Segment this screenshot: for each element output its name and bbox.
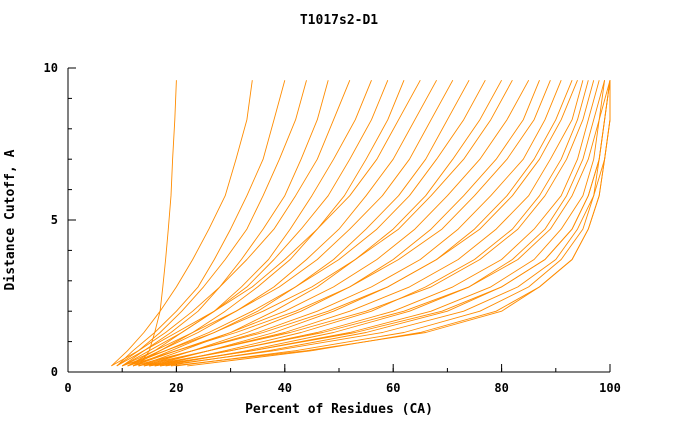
x-tick-label: 60 — [386, 381, 400, 395]
model-curve — [154, 80, 589, 367]
y-tick-label: 0 — [51, 365, 58, 379]
x-tick-label: 40 — [278, 381, 292, 395]
model-curve — [121, 80, 389, 367]
model-curve — [149, 80, 600, 367]
model-curve — [154, 80, 611, 367]
model-curve — [132, 79, 470, 367]
x-tick-label: 100 — [599, 381, 621, 395]
model-curve — [122, 79, 454, 367]
model-curve — [170, 80, 611, 367]
x-tick-label: 20 — [169, 381, 183, 395]
y-axis-label: Distance Cutoff, A — [3, 149, 18, 290]
model-curve — [160, 80, 606, 367]
model-curve — [132, 80, 405, 367]
model-curve — [111, 80, 253, 367]
tick-labels: 0 20 40 60 80 100 0 5 10 — [44, 61, 621, 395]
model-curve — [143, 80, 540, 367]
axes — [67, 67, 611, 373]
model-curve — [132, 79, 530, 367]
model-curve — [127, 80, 551, 367]
model-curve — [116, 79, 421, 367]
model-curve — [138, 80, 562, 367]
x-tick-label: 0 — [64, 381, 71, 395]
model-curve — [121, 80, 329, 367]
model-curve — [116, 80, 351, 367]
model-curve — [138, 80, 177, 367]
model-curve — [138, 80, 595, 367]
model-curve — [111, 80, 307, 367]
model-curve — [127, 80, 372, 367]
model-curve — [143, 80, 584, 367]
x-tick-label: 80 — [494, 381, 508, 395]
model-curve — [127, 79, 437, 367]
model-curve — [132, 80, 578, 367]
model-curve — [116, 80, 286, 367]
y-tick-label: 10 — [44, 61, 58, 75]
model-curves — [111, 79, 611, 367]
model-curve — [160, 80, 611, 367]
x-axis-label: Percent of Residues (CA) — [245, 402, 433, 417]
model-curve — [122, 79, 513, 367]
chart-title: T1017s2-D1 — [300, 13, 378, 28]
model-curve — [143, 80, 606, 367]
y-tick-label: 5 — [51, 213, 58, 227]
model-curve — [127, 79, 486, 367]
model-curve — [149, 80, 611, 367]
